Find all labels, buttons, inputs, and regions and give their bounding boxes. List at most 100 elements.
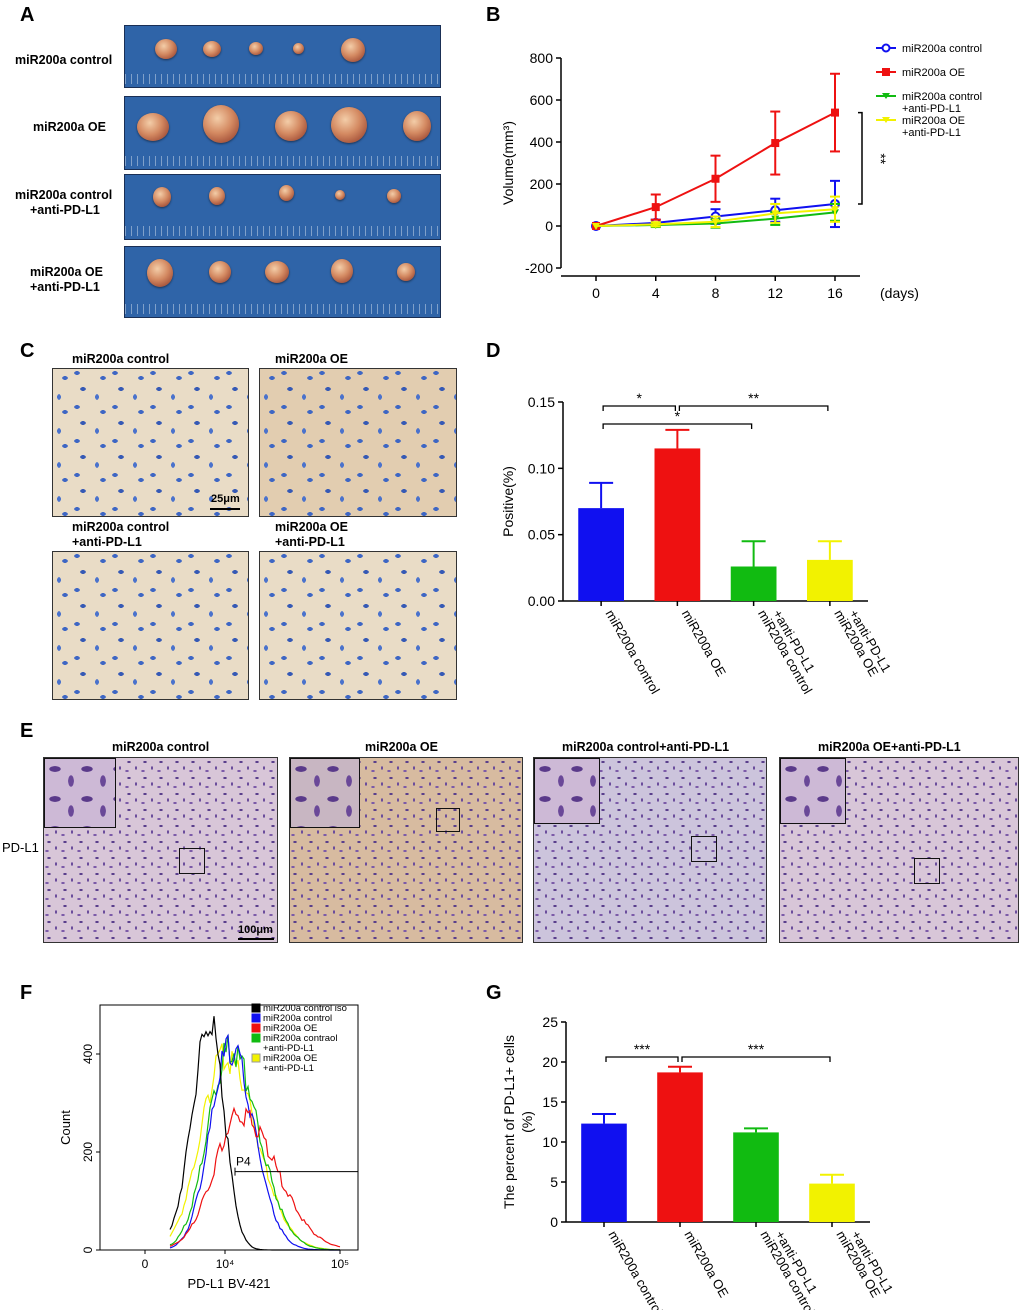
image-title: miR200a OE+anti-PD-L1 [818,740,961,754]
x-tick-label: miR200a control [603,607,663,697]
tumor-photo [124,25,441,88]
image-title: miR200a control [112,740,210,754]
legend-label: miR200a control [263,1013,332,1024]
significance-label: *** [634,1041,651,1057]
legend-swatch [251,1013,261,1023]
panel-letter-e: E [20,720,34,742]
histogram-line [169,1106,341,1248]
y-tick-label: 10 [542,1134,558,1150]
y-tick-label: 0.10 [528,460,555,476]
legend-marker [882,93,890,99]
y-tick-label: 0 [545,218,553,234]
legend-marker [882,68,890,76]
y-tick-label: 200 [81,1142,95,1162]
y-tick-label: 600 [530,92,554,108]
significance-label: ** [748,390,759,406]
significance-bracket [602,405,677,411]
x-tick-label: miR200a control [605,1228,665,1310]
image-label: +anti-PD-L1 [72,535,142,549]
panel-a-tumor-photos: miR200a control miR200a OE miR200a contr… [0,20,450,320]
he-image: 100μm [43,757,278,943]
y-axis-title: (%) [519,1111,535,1133]
histogram-line [169,1043,341,1251]
x-tick-label: 4 [652,285,660,301]
legend-swatch [251,1053,261,1063]
bar [578,508,624,601]
x-tick-label: 10⁴ [216,1257,235,1271]
legend-label: miR200a control iso [263,1003,347,1014]
x-tick-label: 10⁵ [331,1257,349,1271]
row-label: miR200a control [15,53,113,67]
data-point [771,210,780,218]
image-label: miR200a control [72,520,170,534]
bar [654,448,701,601]
significance-label: *** [748,1041,765,1057]
legend-label: miR200a control [902,43,982,55]
y-axis-title: Count [58,1110,73,1145]
panel-c-ihc: miR200a control miR200a OE 25μm miR200a … [0,350,470,710]
row-label: +anti-PD-L1 [30,203,100,217]
y-tick-label: 0.05 [528,527,555,543]
scale-bar [238,938,274,940]
tumor-photo [124,174,441,240]
ihc-image [52,551,249,700]
legend-label: miR200a control +anti-PD-L1 [902,91,982,115]
y-tick-label: 5 [550,1174,558,1190]
legend-label: miR200a OE [902,67,965,79]
image-label: miR200a OE [275,352,348,366]
gate-label: P4 [236,1155,251,1169]
legend-swatch [251,1033,261,1043]
y-tick-label: 400 [530,134,554,150]
y-axis-title: Volume(mm³) [500,121,516,205]
ihc-image [52,368,249,517]
y-tick-label: 25 [542,1014,558,1030]
bar [657,1072,703,1222]
legend-marker [881,43,891,53]
legend-label: miR200a contraol +anti-PD-L1 [263,1033,337,1054]
data-point [651,203,660,212]
legend-swatch [251,1023,261,1033]
x-tick-label: 12 [767,285,783,301]
x-unit-label: (days) [880,285,919,301]
panel-letter-b: B [486,4,501,26]
legend-label: miR200a OE [263,1023,317,1034]
panel-letter-a: A [20,4,35,26]
chart-g-pdl1-percent: 0 5 10 15 20 25 The percent of PD-L1+ cells (%)… [501,1014,896,1310]
significance-label: ** [873,153,889,164]
significance-bracket [681,1056,831,1062]
y-tick-label: 15 [542,1094,558,1110]
panel-letter-d: D [486,340,501,362]
significance-bracket [605,1056,679,1062]
y-tick-label: 0.00 [528,593,555,609]
significance-bracket [678,405,829,411]
image-label: miR200a control [72,352,170,366]
bar [733,1132,779,1222]
he-image [289,757,523,943]
panel-letter-g: G [486,982,502,1004]
data-point [831,206,839,214]
y-tick-label: 400 [81,1044,95,1064]
row-label: miR200a OE [33,120,106,134]
panel-e-pdl1: miR200a control miR200a OE miR200a contr… [0,736,1020,946]
x-tick-label: 0 [592,285,600,301]
data-point [651,221,660,229]
histogram-line [169,1033,341,1251]
significance-bracket [858,111,863,205]
chart-f-flow: 0 200 400 Count 0 10⁴ 10⁵ PD-L1 BV-421 P4 miR20… [58,1003,359,1291]
scale-bar-label: 25μm [211,493,240,505]
bar [730,566,777,601]
legend-label: miR200a OE +anti-PD-L1 [263,1053,317,1074]
plot-frame [99,1004,359,1251]
x-tick-label: miR200a OE [679,607,729,679]
x-tick-label: 8 [712,285,720,301]
image-label: +anti-PD-L1 [275,535,345,549]
ihc-image [259,368,457,517]
significance-label: * [675,408,681,424]
chart-b-tumor-volume: -200 0 200 400 600 800 0 4 8 12 16 (days) Volume(mm³… [500,43,982,301]
y-tick-label: -200 [525,260,553,276]
data-point [771,139,780,148]
bar [809,1183,855,1222]
legend-swatch [251,1003,261,1013]
y-tick-label: 20 [542,1054,558,1070]
ihc-image [259,551,457,700]
